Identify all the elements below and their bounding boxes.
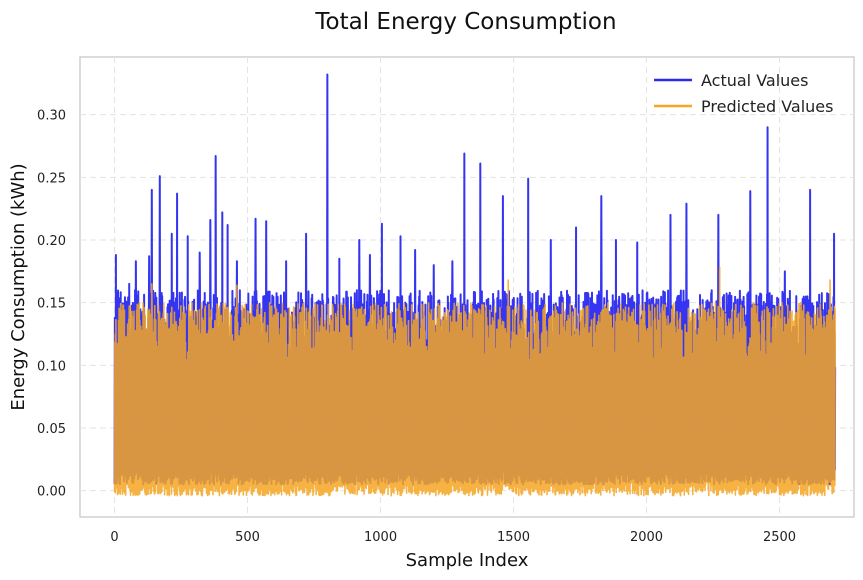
series-layer — [113, 73, 837, 497]
legend-label-actual: Actual Values — [701, 71, 808, 90]
y-tick-label: 0.30 — [37, 109, 66, 124]
y-tick-label: 0.05 — [37, 422, 66, 437]
x-axis-ticks: 0 500 1000 1500 2000 2500 — [110, 530, 796, 545]
y-tick-label: 0.00 — [37, 485, 66, 500]
y-tick-label: 0.10 — [37, 359, 66, 374]
y-tick-label: 0.20 — [37, 234, 66, 249]
x-tick-label: 0 — [110, 530, 118, 545]
legend-label-predicted: Predicted Values — [701, 97, 833, 116]
series-line-predicted — [113, 266, 836, 497]
legend: Actual Values Predicted Values — [654, 71, 833, 116]
x-tick-label: 2000 — [630, 530, 663, 545]
y-tick-label: 0.15 — [37, 297, 66, 312]
y-tick-label: 0.25 — [37, 171, 66, 186]
x-tick-label: 2500 — [763, 530, 796, 545]
y-axis-title: Energy Consumption (kWh) — [8, 163, 29, 410]
x-axis-title: Sample Index — [406, 550, 529, 571]
x-tick-label: 1000 — [364, 530, 397, 545]
chart-title: Total Energy Consumption — [314, 9, 616, 35]
x-tick-label: 1500 — [497, 530, 530, 545]
y-axis-ticks: 0.00 0.05 0.10 0.15 0.20 0.25 0.30 — [37, 109, 66, 500]
x-tick-label: 500 — [235, 530, 260, 545]
